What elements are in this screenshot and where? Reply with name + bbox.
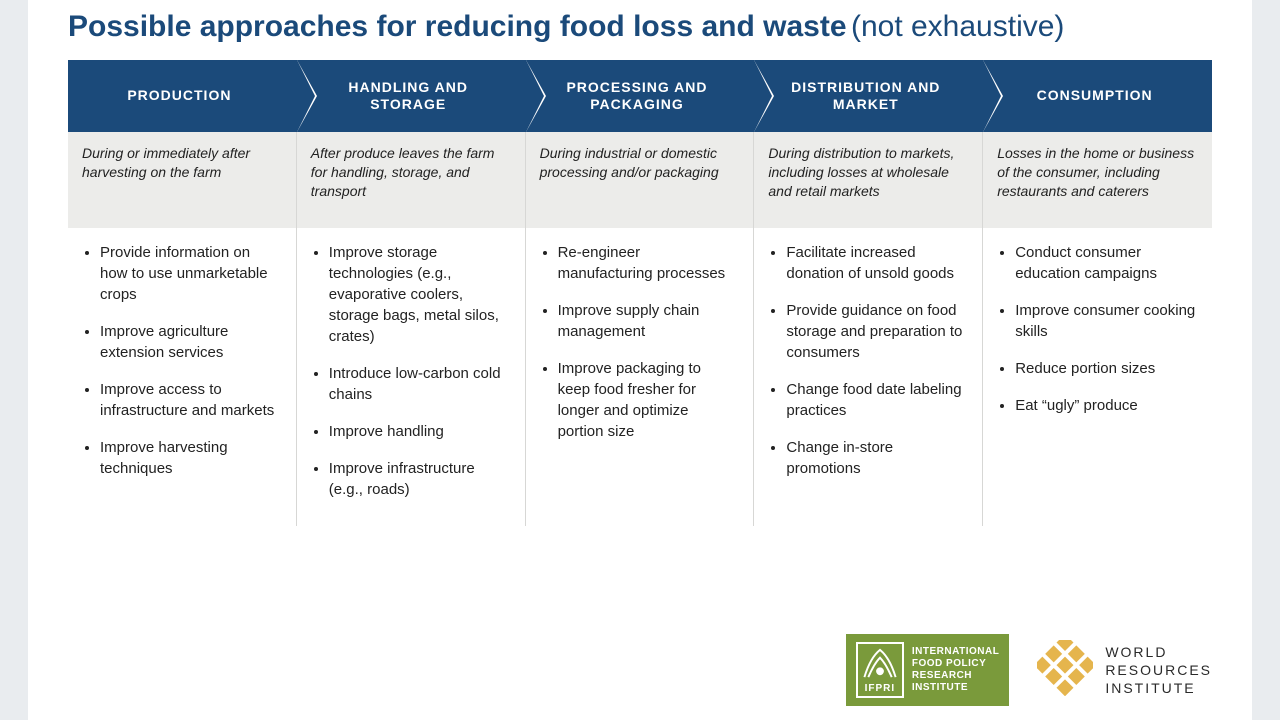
bullet-item: Eat “ugly” produce	[1015, 395, 1202, 416]
bullet-item: Change in-store promotions	[786, 437, 972, 479]
bullet-item: Improve infrastructure (e.g., roads)	[329, 458, 515, 500]
stage-header-processing: PROCESSING AND PACKAGING	[526, 60, 755, 132]
bullet-item: Introduce low-carbon cold chains	[329, 363, 515, 405]
bullet-item: Facilitate increased donation of unsold …	[786, 242, 972, 284]
ifpri-logo-text: INTERNATIONAL FOOD POLICY RESEARCH INSTI…	[912, 646, 999, 694]
stage-bullets-processing: Re-engineer manufacturing processes Impro…	[526, 228, 755, 526]
stage-header-distribution: DISTRIBUTION AND MARKET	[754, 60, 983, 132]
bullet-item: Improve storage technologies (e.g., evap…	[329, 242, 515, 347]
stage-desc-processing: During industrial or domestic processing…	[526, 132, 755, 228]
bullet-item: Change food date labeling practices	[786, 379, 972, 421]
ifpri-logo: IFPRI INTERNATIONAL FOOD POLICY RESEARCH…	[846, 634, 1009, 706]
bullet-item: Conduct consumer education campaigns	[1015, 242, 1202, 284]
stages-grid: PRODUCTION HANDLING AND STORAGE PROCESSI…	[68, 60, 1212, 526]
bullet-item: Improve harvesting techniques	[100, 437, 286, 479]
stage-bullets-production: Provide information on how to use unmark…	[68, 228, 297, 526]
stage-header-consumption: CONSUMPTION	[983, 60, 1212, 132]
stage-bullets-distribution: Facilitate increased donation of unsold …	[754, 228, 983, 526]
stage-desc-production: During or immediately after harvesting o…	[68, 132, 297, 228]
bullet-item: Improve handling	[329, 421, 515, 442]
bullet-item: Improve packaging to keep food fresher f…	[558, 358, 744, 442]
stage-header-handling: HANDLING AND STORAGE	[297, 60, 526, 132]
stage-bullets-handling: Improve storage technologies (e.g., evap…	[297, 228, 526, 526]
bullet-item: Improve supply chain management	[558, 300, 744, 342]
title-sub: (not exhaustive)	[851, 10, 1064, 43]
bullet-item: Re-engineer manufacturing processes	[558, 242, 744, 284]
ifpri-logo-mark-icon: IFPRI	[856, 642, 904, 698]
infographic-page: Possible approaches for reducing food lo…	[28, 0, 1252, 720]
bullet-item: Improve consumer cooking skills	[1015, 300, 1202, 342]
bullet-item: Reduce portion sizes	[1015, 358, 1202, 379]
wri-logo-mark-icon	[1037, 640, 1093, 701]
bullet-item: Improve agriculture extension services	[100, 321, 286, 363]
wri-logo-text: WORLD RESOURCES INSTITUTE	[1105, 643, 1212, 698]
title-main: Possible approaches for reducing food lo…	[68, 10, 847, 43]
logo-bar: IFPRI INTERNATIONAL FOOD POLICY RESEARCH…	[846, 634, 1212, 706]
stage-header-production: PRODUCTION	[68, 60, 297, 132]
bullet-item: Provide guidance on food storage and pre…	[786, 300, 972, 363]
stage-desc-handling: After produce leaves the farm for handli…	[297, 132, 526, 228]
stage-bullets-consumption: Conduct consumer education campaigns Impr…	[983, 228, 1212, 526]
stage-desc-distribution: During distribution to markets, includin…	[754, 132, 983, 228]
wri-logo: WORLD RESOURCES INSTITUTE	[1037, 640, 1212, 701]
bullet-item: Improve access to infrastructure and mar…	[100, 379, 286, 421]
page-title: Possible approaches for reducing food lo…	[68, 10, 1212, 44]
stage-desc-consumption: Losses in the home or business of the co…	[983, 132, 1212, 228]
bullet-item: Provide information on how to use unmark…	[100, 242, 286, 305]
